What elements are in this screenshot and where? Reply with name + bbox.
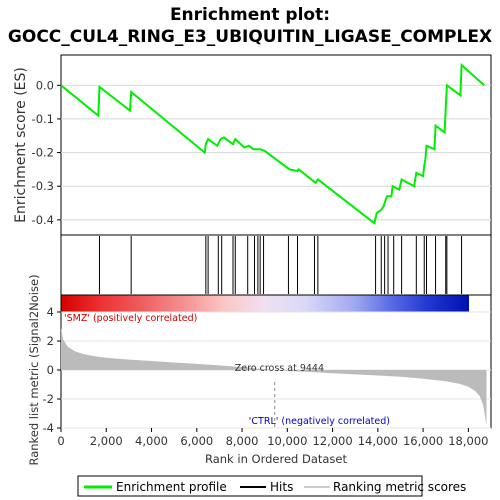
es-tick-label: 0.0: [36, 78, 54, 92]
es-y-axis-label: Enrichment score (ES): [13, 67, 29, 223]
zero-cross-label: Zero cross at 9444: [235, 363, 324, 374]
es-tick-label: -0.3: [32, 179, 54, 193]
metric-x-axis-label: Rank in Ordered Dataset: [205, 452, 348, 466]
metric-x-tick-label: 6,000: [180, 434, 213, 448]
metric-x-tick-label: 2,000: [90, 434, 123, 448]
metric-x-tick-label: 8,000: [226, 434, 259, 448]
metric-y-tick-label: 2: [47, 334, 54, 348]
metric-x-tick-label: 16,000: [403, 434, 443, 448]
legend-label-hits: Hits: [270, 480, 293, 494]
metric-x-tick-label: 18,000: [448, 434, 488, 448]
metric-x-tick-label: 0: [57, 434, 64, 448]
legend: Enrichment profile Hits Ranking metric s…: [77, 475, 466, 497]
chart-title-line2: GOCC_CUL4_RING_E3_UBIQUITIN_LIGASE_COMPL…: [8, 27, 492, 47]
negative-correlation-label: 'CTRL' (negatively correlated): [249, 416, 390, 427]
metric-y-tick-label: -2: [43, 392, 54, 406]
es-line: [60, 62, 485, 225]
hits-panel-frame: [60, 234, 492, 296]
metric-area: [61, 327, 487, 426]
chart-title-line1: Enrichment plot:: [170, 5, 330, 25]
metric-x-tick-label: 14,000: [358, 434, 398, 448]
metric-y-axis-label: Ranked list metric (Signal2Noise): [27, 274, 41, 465]
metric-y-ticks: 4 2 0 -2 -4: [43, 305, 61, 435]
es-tick-label: -0.4: [32, 213, 54, 227]
hits-panel: [60, 234, 492, 296]
metric-x-tick-label: 12,000: [312, 434, 352, 448]
metric-x-tick-label: 10,000: [267, 434, 307, 448]
legend-label-enrichment-profile: Enrichment profile: [116, 480, 227, 494]
ranking-color-bar-fill: [61, 295, 469, 312]
es-panel: 0.0 -0.1 -0.2 -0.3 -0.4 Enrichment score (ES…: [13, 54, 492, 236]
legend-label-ranking-metric: Ranking metric scores: [333, 480, 466, 494]
metric-x-tick-label: 4,000: [135, 434, 168, 448]
es-tick-label: -0.2: [32, 146, 54, 160]
positive-correlation-label: 'SMZ' (positively correlated): [64, 313, 197, 324]
es-grid: [61, 84, 491, 221]
metric-y-tick-label: 4: [47, 305, 54, 319]
es-y-ticks: 0.0 -0.1 -0.2 -0.3 -0.4: [32, 78, 61, 227]
metric-y-tick-label: 0: [47, 363, 54, 377]
metric-y-tick-label: -4: [43, 421, 54, 435]
ranking-color-bar: [60, 294, 492, 313]
es-tick-label: -0.1: [32, 112, 54, 126]
metric-panel: Zero cross at 9444 'SMZ' (positively cor…: [27, 274, 492, 466]
hit-lines: [98, 236, 463, 294]
metric-x-ticks: 0 2,000 4,000 6,000 8,000 10,000 12,000 14,000 1…: [57, 428, 488, 448]
